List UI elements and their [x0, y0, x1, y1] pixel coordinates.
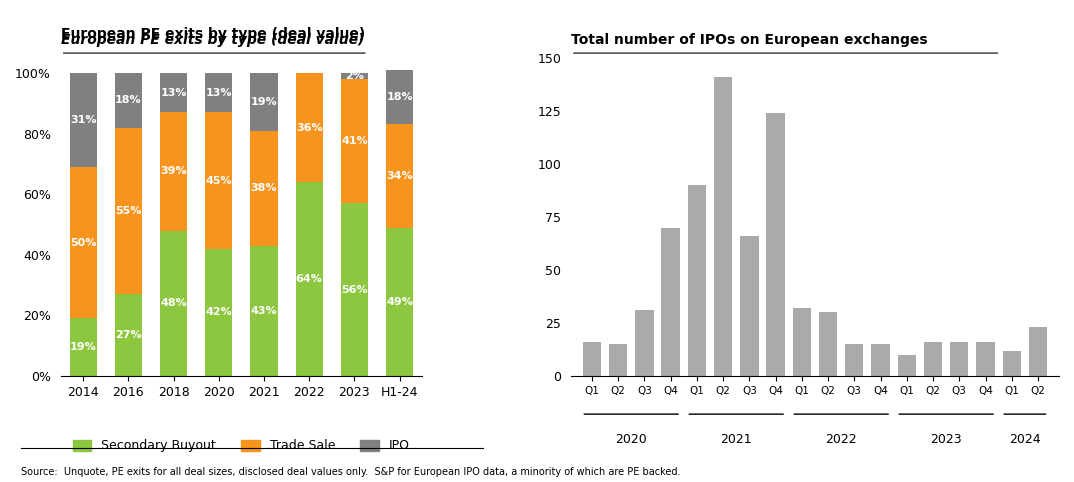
Text: European PE exits by type (deal value): European PE exits by type (deal value)	[60, 33, 364, 47]
Bar	[714, 77, 732, 376]
Bar	[340, 79, 368, 203]
Bar	[950, 342, 969, 376]
Bar	[205, 112, 232, 249]
Bar	[115, 294, 142, 376]
Bar	[295, 73, 323, 182]
Text: 39%: 39%	[160, 166, 187, 176]
Bar	[250, 73, 277, 131]
Bar	[386, 228, 413, 376]
Bar	[740, 236, 758, 376]
Bar	[662, 228, 680, 376]
Text: 2%: 2%	[345, 71, 364, 81]
Text: 50%: 50%	[70, 238, 97, 248]
Bar	[793, 308, 811, 376]
Bar	[160, 73, 187, 112]
Bar	[386, 70, 413, 124]
Bar	[340, 203, 368, 376]
Text: 18%: 18%	[387, 92, 412, 102]
Text: 31%: 31%	[70, 115, 97, 125]
Text: 27%: 27%	[115, 330, 142, 340]
Text: 2021: 2021	[721, 433, 752, 446]
Text: 2020: 2020	[615, 433, 648, 446]
Text: 18%: 18%	[115, 95, 142, 105]
Bar	[1029, 327, 1047, 376]
Bar	[924, 342, 942, 376]
Text: Total number of IPOs on European exchanges: Total number of IPOs on European exchang…	[571, 33, 928, 47]
Text: 49%: 49%	[387, 297, 413, 307]
Text: Source:  Unquote, PE exits for all deal sizes, disclosed deal values only.  S&P : Source: Unquote, PE exits for all deal s…	[21, 467, 681, 477]
Title: European PE exits by type (deal value): European PE exits by type (deal value)	[60, 27, 365, 40]
Text: 43%: 43%	[250, 306, 277, 316]
Text: 19%: 19%	[70, 342, 97, 352]
Bar	[160, 112, 187, 230]
Bar	[583, 342, 601, 376]
Bar	[160, 230, 187, 376]
Legend: Secondary Buyout, Trade Sale, IPO: Secondary Buyout, Trade Sale, IPO	[73, 440, 410, 453]
Bar	[386, 124, 413, 228]
Bar	[115, 73, 142, 128]
Bar	[205, 249, 232, 376]
Text: 2023: 2023	[930, 433, 962, 446]
Text: 41%: 41%	[342, 136, 367, 146]
Bar	[70, 73, 97, 167]
Text: 36%: 36%	[295, 122, 322, 133]
Bar	[70, 319, 97, 376]
Bar	[295, 182, 323, 376]
Text: 42%: 42%	[205, 308, 232, 317]
Bar	[609, 344, 627, 376]
Bar	[70, 167, 97, 319]
Bar	[115, 128, 142, 294]
Text: 48%: 48%	[160, 298, 187, 308]
Text: 34%: 34%	[387, 171, 412, 181]
Bar	[687, 185, 706, 376]
Bar	[818, 312, 838, 376]
Bar	[845, 344, 863, 376]
Text: 38%: 38%	[250, 183, 277, 193]
Text: 13%: 13%	[160, 88, 187, 98]
Bar	[250, 131, 277, 246]
Bar	[635, 310, 654, 376]
Text: 2022: 2022	[825, 433, 857, 446]
Bar	[340, 73, 368, 79]
Bar	[767, 113, 785, 376]
Text: 2024: 2024	[1010, 433, 1041, 446]
Text: 64%: 64%	[295, 274, 322, 284]
Text: 55%: 55%	[115, 206, 142, 216]
Bar	[205, 73, 232, 112]
Text: 13%: 13%	[205, 88, 232, 98]
Bar	[1002, 350, 1021, 376]
Bar	[976, 342, 995, 376]
Bar	[898, 355, 916, 376]
Text: 45%: 45%	[205, 175, 232, 186]
Bar	[250, 246, 277, 376]
Text: 56%: 56%	[342, 284, 367, 295]
Text: 19%: 19%	[250, 97, 277, 107]
Bar	[871, 344, 889, 376]
